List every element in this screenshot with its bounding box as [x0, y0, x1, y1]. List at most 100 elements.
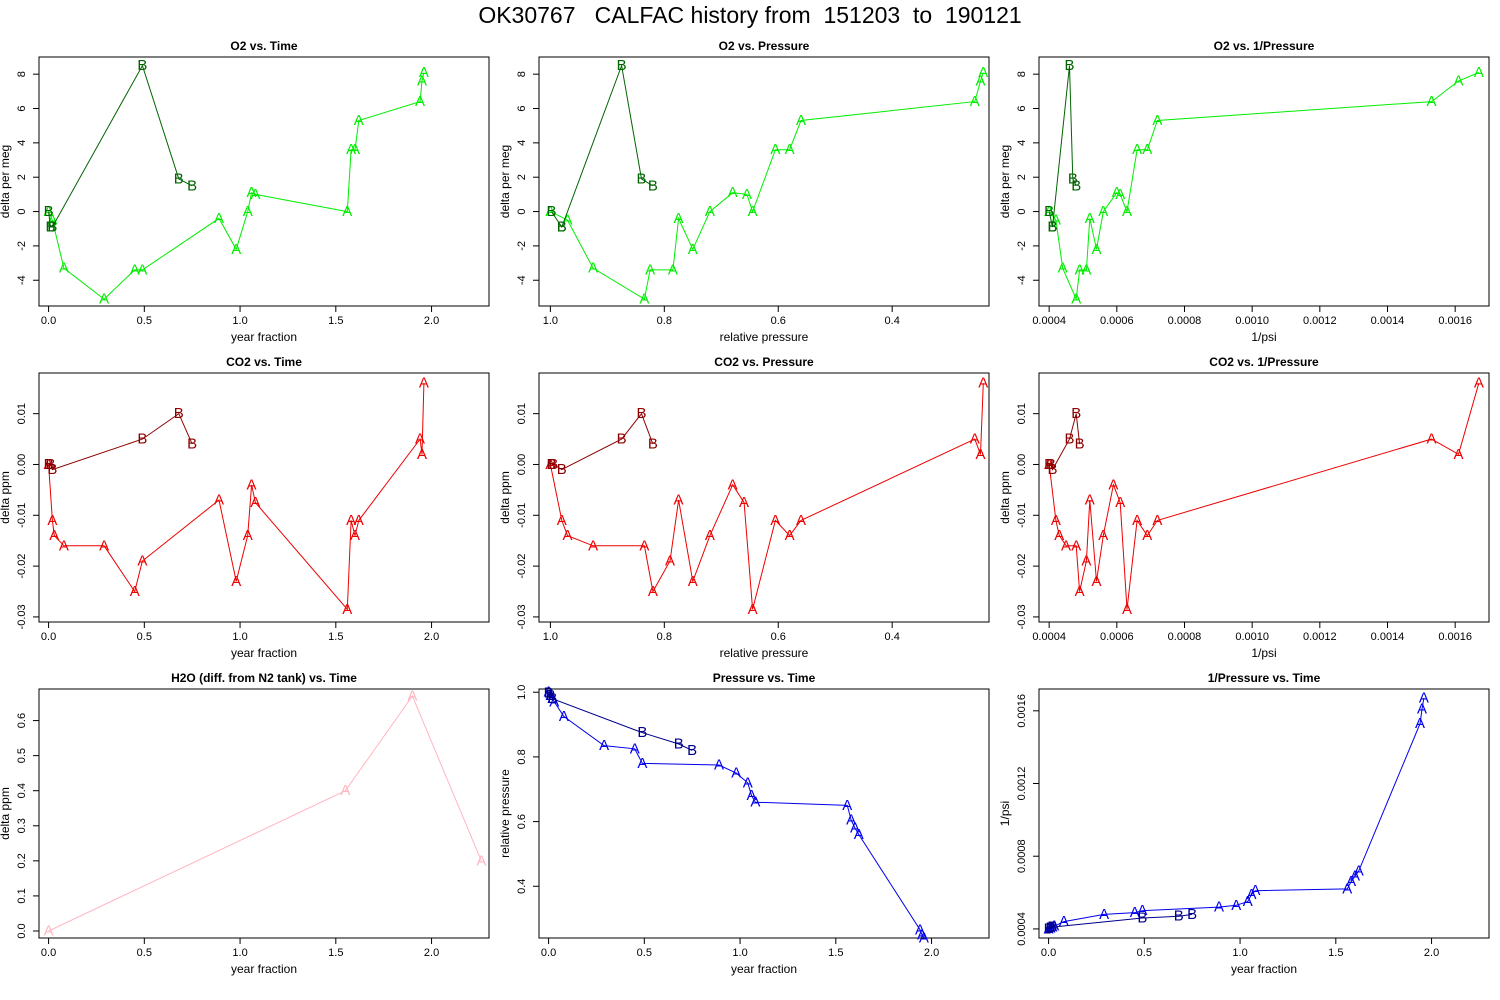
point-marker-a: A: [47, 512, 57, 529]
y-tick-label: -0.03: [16, 604, 28, 629]
x-axis-label: year fraction: [231, 646, 297, 660]
y-tick-label: 0.6: [516, 814, 528, 829]
x-tick-label: 1.0: [1232, 947, 1247, 959]
x-tick-label: 0.0: [41, 947, 56, 959]
x-tick-label: 0.0: [41, 315, 56, 327]
point-marker-a: A: [545, 456, 555, 473]
point-marker-a: A: [639, 291, 649, 308]
point-marker-a: A: [1061, 537, 1071, 554]
x-tick-label: 2.0: [424, 631, 439, 643]
x-tick-label: 0.0010: [1235, 315, 1269, 327]
point-marker-a: A: [688, 573, 698, 590]
point-marker-a: A: [1051, 512, 1061, 529]
x-tick-label: 0.0004: [1032, 315, 1066, 327]
point-marker-a: A: [1142, 141, 1152, 158]
point-marker-b: B: [1048, 219, 1058, 236]
x-tick-label: 0.5: [137, 631, 152, 643]
x-tick-label: 1.0: [543, 631, 558, 643]
point-marker-a: A: [1214, 899, 1224, 916]
point-marker-a: A: [137, 553, 147, 570]
point-marker-a: A: [354, 512, 364, 529]
point-marker-a: A: [1051, 212, 1061, 229]
point-marker-a: A: [1132, 141, 1142, 158]
point-marker-b: B: [545, 687, 555, 704]
y-tick-label: -2: [1016, 241, 1028, 251]
point-marker-b: B: [1075, 436, 1085, 453]
x-axis-label: 1/psi: [1251, 330, 1276, 344]
point-marker-b: B: [1064, 431, 1074, 448]
y-tick-label: -4: [516, 275, 528, 285]
point-marker-b: B: [47, 461, 57, 478]
plot-frame: [538, 688, 990, 939]
x-tick-label: 0.0014: [1371, 631, 1405, 643]
y-tick-label: -2: [516, 241, 528, 251]
point-marker-b: B: [44, 203, 54, 220]
y-tick-label: 0.1: [16, 888, 28, 903]
point-marker-a: A: [796, 512, 806, 529]
panel-title: O2 vs. Pressure: [719, 39, 810, 53]
point-marker-a: A: [1075, 583, 1085, 600]
panel-title: CO2 vs. Time: [226, 355, 302, 369]
point-marker-a: A: [796, 112, 806, 129]
y-tick-label: 2: [16, 174, 28, 180]
x-tick-label: 0.5: [137, 947, 152, 959]
point-marker-a: A: [417, 73, 427, 90]
point-marker-a: A: [747, 787, 757, 804]
point-marker-a: A: [1350, 868, 1360, 885]
panel-title: Pressure vs. Time: [713, 671, 816, 685]
x-tick-label: 2.0: [924, 947, 939, 959]
y-tick-label: 0: [16, 208, 28, 214]
y-tick-label: 6: [1016, 105, 1028, 111]
point-marker-a: A: [1054, 527, 1064, 544]
series-line-b: [551, 412, 654, 471]
point-marker-a: A: [99, 291, 109, 308]
point-marker-b: B: [1187, 906, 1197, 923]
x-tick-label: 0.6: [771, 315, 786, 327]
point-marker-a: A: [1122, 601, 1132, 618]
point-marker-a: A: [978, 375, 988, 392]
y-tick-label: 0.00: [516, 454, 528, 475]
point-marker-b: B: [1071, 177, 1081, 194]
point-marker-a: A: [1099, 906, 1109, 923]
point-marker-a: A: [1137, 902, 1147, 919]
point-marker-a: A: [854, 826, 864, 843]
y-tick-label: 0.4: [16, 783, 28, 798]
point-marker-a: A: [742, 186, 752, 203]
point-marker-a: A: [247, 184, 257, 201]
point-marker-a: A: [419, 64, 429, 81]
point-marker-a: A: [728, 184, 738, 201]
point-marker-a: A: [346, 512, 356, 529]
series-line-b: [48, 412, 193, 471]
x-axis-label: year fraction: [231, 330, 297, 344]
point-marker-b: B: [44, 456, 54, 473]
point-marker-b: B: [548, 456, 558, 473]
plot-frame: [1038, 372, 1490, 623]
y-tick-label: 0.0016: [1016, 694, 1028, 728]
point-marker-b: B: [174, 170, 184, 187]
point-marker-a: A: [1098, 203, 1108, 220]
point-marker-a: A: [49, 527, 59, 544]
point-marker-b: B: [637, 724, 647, 741]
point-marker-a: A: [1474, 64, 1484, 81]
panel-title: 1/Pressure vs. Time: [1208, 671, 1321, 685]
point-marker-a: A: [842, 797, 852, 814]
point-marker-a: A: [785, 527, 795, 544]
y-axis-label: delta per meg: [998, 145, 1012, 218]
point-marker-a: A: [44, 922, 54, 939]
point-marker-a: A: [137, 261, 147, 278]
x-tick-label: 2.0: [1424, 947, 1439, 959]
y-tick-label: -0.02: [1016, 554, 1028, 579]
point-marker-a: A: [770, 141, 780, 158]
point-marker-b: B: [1048, 219, 1058, 236]
point-marker-b: B: [174, 405, 184, 422]
x-tick-label: 1.0: [543, 315, 558, 327]
point-marker-a: A: [557, 512, 567, 529]
x-tick-label: 0.0008: [1168, 315, 1202, 327]
point-marker-b: B: [1047, 919, 1057, 936]
x-tick-label: 0.0006: [1100, 631, 1134, 643]
point-marker-b: B: [547, 690, 557, 707]
point-marker-b: B: [137, 57, 147, 74]
series-line-a: [48, 694, 482, 932]
